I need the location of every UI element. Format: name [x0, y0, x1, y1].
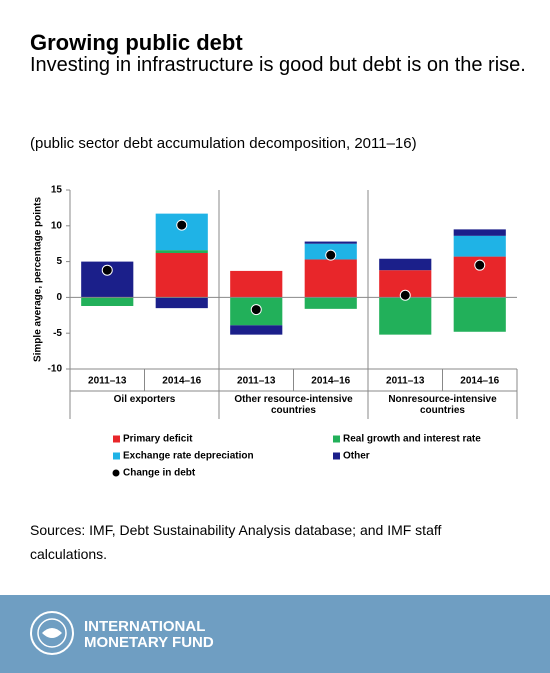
marker	[474, 259, 486, 271]
x-tick-label: 2014–16	[311, 376, 350, 387]
chart-subtitle: (public sector debt accumulation decompo…	[30, 135, 417, 152]
bar-segment	[453, 229, 506, 236]
org-name: MONETARY FUND	[84, 634, 214, 651]
sources: Sources: IMF, Debt Sustainability Analys…	[30, 522, 442, 562]
legend-label: Other	[343, 451, 370, 462]
legend-marker	[112, 469, 120, 477]
footer: INTERNATIONAL MONETARY FUND	[0, 595, 550, 673]
group-label: Oil exporters	[113, 394, 176, 405]
marker	[101, 264, 113, 276]
group-label: Other resource-intensive countries	[234, 394, 353, 416]
legend-label: Real growth and interest rate	[343, 434, 481, 445]
bar-segment	[155, 253, 208, 298]
chart: -10 -5 0 5 10 15 Simple average, percentage po…	[33, 185, 518, 479]
org-name: INTERNATIONAL	[84, 618, 206, 635]
group-label: Nonresource-intensive countries	[388, 394, 497, 416]
y-tick-label: 10	[51, 220, 63, 231]
legend-label: Change in debt	[123, 468, 196, 479]
bar-segment	[81, 297, 134, 306]
x-tick-label: 2011–13	[237, 376, 276, 387]
title: Growing public debt	[30, 30, 243, 55]
bar-segment	[155, 297, 208, 309]
bar-segment	[304, 259, 357, 298]
legend-swatch	[113, 452, 120, 460]
bar-segment	[453, 297, 506, 332]
bar-segment	[230, 270, 283, 298]
logo	[30, 611, 74, 655]
bar-segment	[304, 297, 357, 309]
legend-swatch	[113, 435, 120, 443]
marker	[399, 289, 411, 301]
bar-segment	[453, 235, 506, 257]
y-tick-label: -10	[48, 364, 63, 375]
legend-label: Primary deficit	[123, 434, 193, 445]
bar-segment	[230, 325, 283, 335]
bar-segment	[379, 258, 432, 271]
marker	[325, 249, 337, 261]
bar-segment	[304, 241, 357, 244]
legend-swatch	[333, 452, 340, 460]
marker	[176, 219, 188, 231]
marker	[250, 304, 262, 316]
y-tick-label: 0	[56, 292, 62, 303]
bar-segment	[155, 213, 208, 251]
x-tick-label: 2014–16	[460, 376, 499, 387]
x-tick-label: 2014–16	[162, 376, 201, 387]
y-tick-label: 5	[56, 256, 62, 267]
x-tick-label: 2011–13	[386, 376, 425, 387]
subtitle: Investing in infrastructure is good but …	[30, 54, 526, 76]
y-tick-label: 15	[51, 185, 63, 196]
x-tick-label: 2011–13	[88, 376, 127, 387]
bar-segment	[155, 250, 208, 254]
legend-label: Exchange rate depreciation	[123, 451, 254, 462]
bar-segment	[379, 297, 432, 335]
y-axis-title: Simple average, percentage points	[33, 197, 44, 362]
legend-swatch	[333, 435, 340, 443]
y-tick-label: -5	[53, 328, 62, 339]
